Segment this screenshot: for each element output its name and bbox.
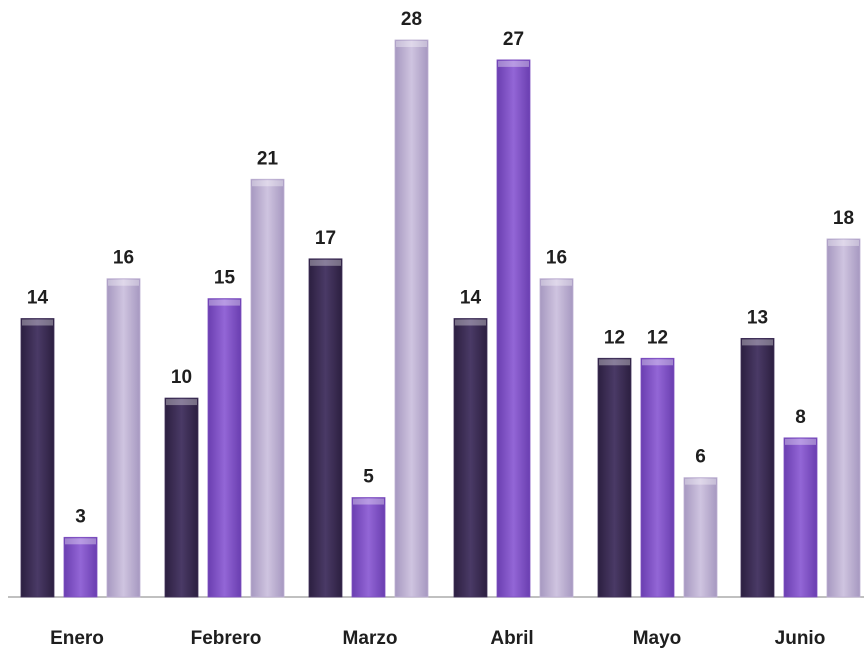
value-label-abril-series-3: 16 — [546, 248, 567, 269]
value-label-enero-series-3: 16 — [113, 248, 134, 269]
bar-cap-abril-series-2 — [498, 60, 529, 67]
value-label-enero-series-2: 3 — [75, 506, 86, 527]
value-label-junio-series-3: 18 — [833, 208, 854, 229]
bar-febrero-series-2 — [207, 298, 242, 598]
value-label-mayo-series-3: 6 — [695, 447, 706, 468]
bar-cap-junio-series-2 — [785, 438, 816, 445]
value-label-abril-series-1: 14 — [460, 288, 482, 309]
bar-abril-series-1 — [453, 318, 488, 598]
value-label-febrero-series-3: 21 — [257, 148, 279, 169]
bar-abril-series-3 — [539, 278, 574, 598]
bar-febrero-series-3 — [250, 178, 285, 598]
category-label-abril: Abril — [490, 628, 533, 649]
value-label-junio-series-2: 8 — [795, 407, 806, 428]
value-label-enero-series-1: 14 — [27, 288, 49, 309]
bar-cap-mayo-series-1 — [599, 359, 630, 366]
bar-febrero-series-1 — [164, 397, 199, 598]
category-label-marzo: Marzo — [343, 628, 398, 649]
bar-enero-series-1 — [20, 318, 55, 598]
bar-mayo-series-2 — [640, 357, 675, 598]
bar-cap-marzo-series-1 — [310, 259, 341, 266]
bar-junio-series-3 — [826, 238, 861, 598]
bar-enero-series-2 — [63, 536, 98, 598]
bar-mayo-series-1 — [597, 357, 632, 598]
bar-mayo-series-3 — [683, 477, 718, 598]
bar-cap-marzo-series-3 — [396, 41, 427, 47]
value-label-mayo-series-2: 12 — [647, 327, 668, 348]
bar-cap-febrero-series-1 — [166, 399, 197, 406]
bar-cap-enero-series-3 — [108, 279, 139, 286]
value-label-marzo-series-3: 28 — [401, 9, 422, 30]
bar-cap-enero-series-1 — [22, 319, 53, 326]
bar-marzo-series-1 — [308, 258, 343, 598]
category-label-mayo: Mayo — [633, 628, 682, 649]
value-label-marzo-series-1: 17 — [315, 228, 336, 249]
category-label-enero: Enero — [50, 628, 104, 649]
value-label-febrero-series-2: 15 — [214, 268, 236, 289]
value-label-junio-series-1: 13 — [747, 307, 768, 328]
bar-junio-series-1 — [740, 337, 775, 598]
bar-marzo-series-2 — [351, 497, 386, 598]
value-label-abril-series-2: 27 — [503, 29, 524, 50]
bar-cap-mayo-series-3 — [685, 478, 716, 485]
bar-cap-mayo-series-2 — [642, 359, 673, 366]
bar-junio-series-2 — [783, 437, 818, 598]
bar-marzo-series-3 — [394, 39, 429, 598]
bar-abril-series-2 — [496, 59, 531, 598]
bar-cap-febrero-series-3 — [252, 180, 283, 187]
bar-cap-febrero-series-2 — [209, 299, 240, 306]
value-label-marzo-series-2: 5 — [363, 467, 374, 488]
category-label-junio: Junio — [775, 628, 826, 649]
category-label-febrero: Febrero — [191, 628, 262, 649]
bar-cap-abril-series-1 — [455, 319, 486, 326]
value-label-mayo-series-1: 12 — [604, 327, 625, 348]
bar-cap-enero-series-2 — [65, 538, 96, 545]
value-label-febrero-series-1: 10 — [171, 367, 192, 388]
bar-cap-marzo-series-2 — [353, 498, 384, 505]
bar-enero-series-3 — [106, 278, 141, 598]
bar-cap-abril-series-3 — [541, 279, 572, 286]
bar-cap-junio-series-1 — [742, 339, 773, 346]
bar-cap-junio-series-3 — [828, 239, 859, 246]
